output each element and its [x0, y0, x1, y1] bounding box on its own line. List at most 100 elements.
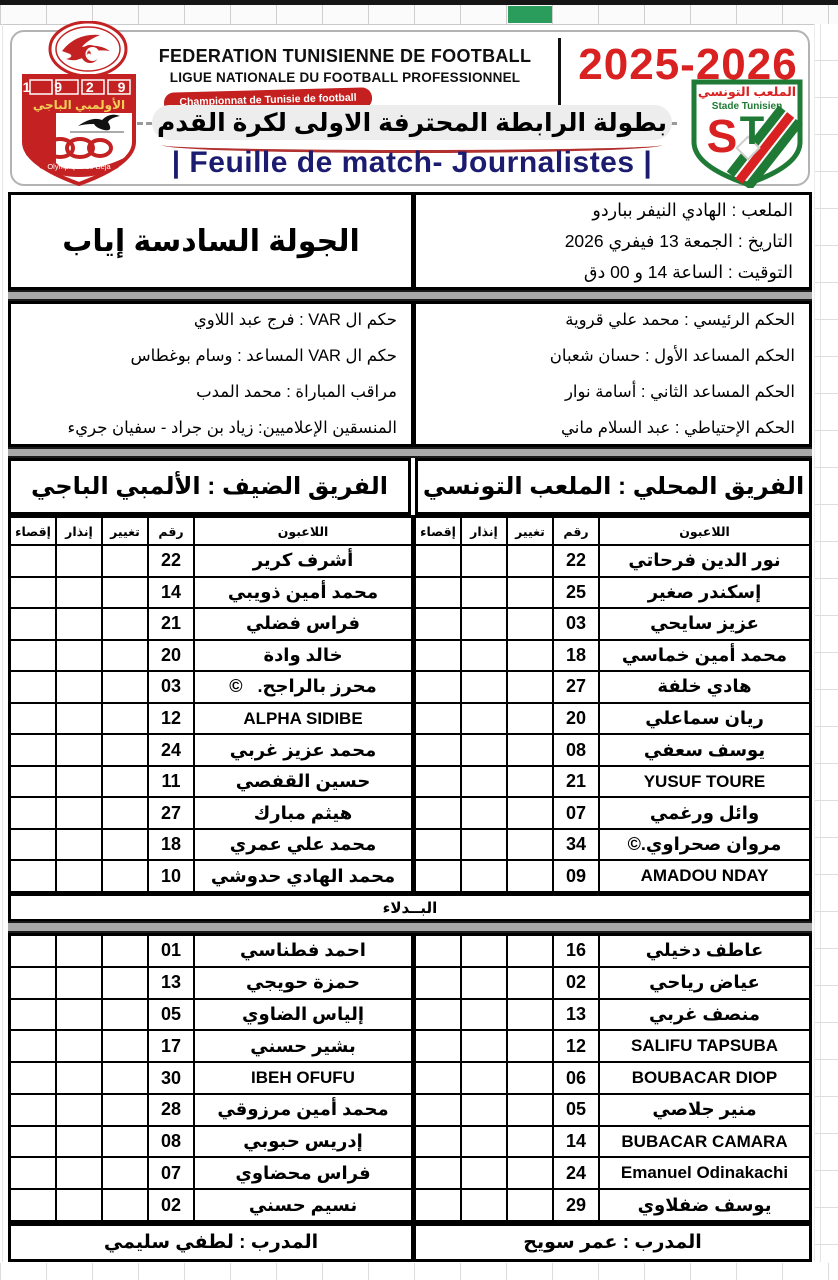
spreadsheet-column-row[interactable]: [0, 5, 838, 25]
substitution-cell[interactable]: [506, 735, 552, 765]
expulsion-cell[interactable]: [11, 1095, 55, 1125]
expulsion-cell[interactable]: [416, 767, 460, 797]
warning-cell[interactable]: [55, 1158, 101, 1189]
substitution-cell[interactable]: [506, 967, 552, 998]
warning-cell[interactable]: [55, 609, 101, 639]
warning-cell[interactable]: [460, 766, 506, 797]
expulsion-cell[interactable]: [416, 936, 460, 966]
expulsion-cell[interactable]: [11, 830, 55, 860]
substitution-cell[interactable]: [506, 999, 552, 1030]
substitution-cell[interactable]: [506, 703, 552, 734]
substitution-cell[interactable]: [506, 672, 552, 702]
substitution-cell[interactable]: [101, 735, 147, 765]
substitution-cell[interactable]: [506, 640, 552, 671]
warning-cell[interactable]: [55, 766, 101, 797]
expulsion-cell[interactable]: [11, 767, 55, 797]
substitution-cell[interactable]: [506, 1190, 552, 1221]
expulsion-cell[interactable]: [11, 609, 55, 639]
warning-cell[interactable]: [55, 936, 101, 966]
warning-cell[interactable]: [55, 735, 101, 765]
warning-cell[interactable]: [55, 1094, 101, 1125]
expulsion-cell[interactable]: [416, 830, 460, 860]
expulsion-cell[interactable]: [11, 1190, 55, 1220]
expulsion-cell[interactable]: [416, 798, 460, 828]
substitution-cell[interactable]: [506, 1158, 552, 1189]
substitution-cell[interactable]: [101, 798, 147, 828]
substitution-cell[interactable]: [101, 577, 147, 608]
substitution-cell[interactable]: [101, 546, 147, 576]
substitution-cell[interactable]: [101, 609, 147, 639]
expulsion-cell[interactable]: [11, 1158, 55, 1188]
warning-cell[interactable]: [55, 999, 101, 1030]
warning-cell[interactable]: [460, 1063, 506, 1093]
warning-cell[interactable]: [460, 829, 506, 860]
warning-cell[interactable]: [460, 1190, 506, 1221]
expulsion-cell[interactable]: [416, 735, 460, 765]
substitution-cell[interactable]: [506, 861, 552, 892]
expulsion-cell[interactable]: [416, 704, 460, 734]
expulsion-cell[interactable]: [11, 936, 55, 966]
warning-cell[interactable]: [55, 546, 101, 576]
expulsion-cell[interactable]: [416, 578, 460, 608]
substitution-cell[interactable]: [101, 1158, 147, 1189]
substitution-cell[interactable]: [506, 1031, 552, 1062]
warning-cell[interactable]: [460, 672, 506, 702]
substitution-cell[interactable]: [101, 766, 147, 797]
expulsion-cell[interactable]: [416, 1031, 460, 1061]
substitution-cell[interactable]: [101, 1063, 147, 1093]
expulsion-cell[interactable]: [416, 1190, 460, 1220]
substitution-cell[interactable]: [506, 798, 552, 828]
expulsion-cell[interactable]: [11, 798, 55, 828]
warning-cell[interactable]: [55, 829, 101, 860]
expulsion-cell[interactable]: [11, 546, 55, 576]
substitution-cell[interactable]: [506, 577, 552, 608]
expulsion-cell[interactable]: [416, 1158, 460, 1188]
warning-cell[interactable]: [460, 798, 506, 828]
warning-cell[interactable]: [55, 640, 101, 671]
substitution-cell[interactable]: [506, 1094, 552, 1125]
warning-cell[interactable]: [460, 609, 506, 639]
expulsion-cell[interactable]: [416, 672, 460, 702]
substitution-cell[interactable]: [101, 999, 147, 1030]
expulsion-cell[interactable]: [416, 1095, 460, 1125]
expulsion-cell[interactable]: [11, 1063, 55, 1093]
substitution-cell[interactable]: [101, 861, 147, 892]
substitution-cell[interactable]: [101, 1031, 147, 1062]
expulsion-cell[interactable]: [416, 641, 460, 671]
substitution-cell[interactable]: [506, 936, 552, 966]
substitution-cell[interactable]: [506, 766, 552, 797]
substitution-cell[interactable]: [506, 1126, 552, 1157]
expulsion-cell[interactable]: [11, 704, 55, 734]
warning-cell[interactable]: [460, 1158, 506, 1189]
substitution-cell[interactable]: [506, 829, 552, 860]
expulsion-cell[interactable]: [11, 578, 55, 608]
warning-cell[interactable]: [460, 936, 506, 966]
warning-cell[interactable]: [460, 861, 506, 892]
warning-cell[interactable]: [55, 672, 101, 702]
warning-cell[interactable]: [460, 546, 506, 576]
expulsion-cell[interactable]: [416, 1063, 460, 1093]
warning-cell[interactable]: [55, 1063, 101, 1093]
substitution-cell[interactable]: [101, 829, 147, 860]
expulsion-cell[interactable]: [11, 1031, 55, 1061]
expulsion-cell[interactable]: [11, 861, 55, 891]
warning-cell[interactable]: [55, 1190, 101, 1221]
warning-cell[interactable]: [460, 1094, 506, 1125]
warning-cell[interactable]: [460, 1126, 506, 1157]
expulsion-cell[interactable]: [11, 1127, 55, 1157]
expulsion-cell[interactable]: [11, 1000, 55, 1030]
substitution-cell[interactable]: [506, 1063, 552, 1093]
expulsion-cell[interactable]: [11, 641, 55, 671]
warning-cell[interactable]: [55, 1031, 101, 1062]
substitution-cell[interactable]: [101, 936, 147, 966]
expulsion-cell[interactable]: [416, 1127, 460, 1157]
substitution-cell[interactable]: [101, 703, 147, 734]
warning-cell[interactable]: [55, 967, 101, 998]
expulsion-cell[interactable]: [11, 735, 55, 765]
substitution-cell[interactable]: [101, 1094, 147, 1125]
expulsion-cell[interactable]: [416, 1000, 460, 1030]
substitution-cell[interactable]: [506, 609, 552, 639]
expulsion-cell[interactable]: [11, 968, 55, 998]
expulsion-cell[interactable]: [416, 546, 460, 576]
warning-cell[interactable]: [460, 999, 506, 1030]
